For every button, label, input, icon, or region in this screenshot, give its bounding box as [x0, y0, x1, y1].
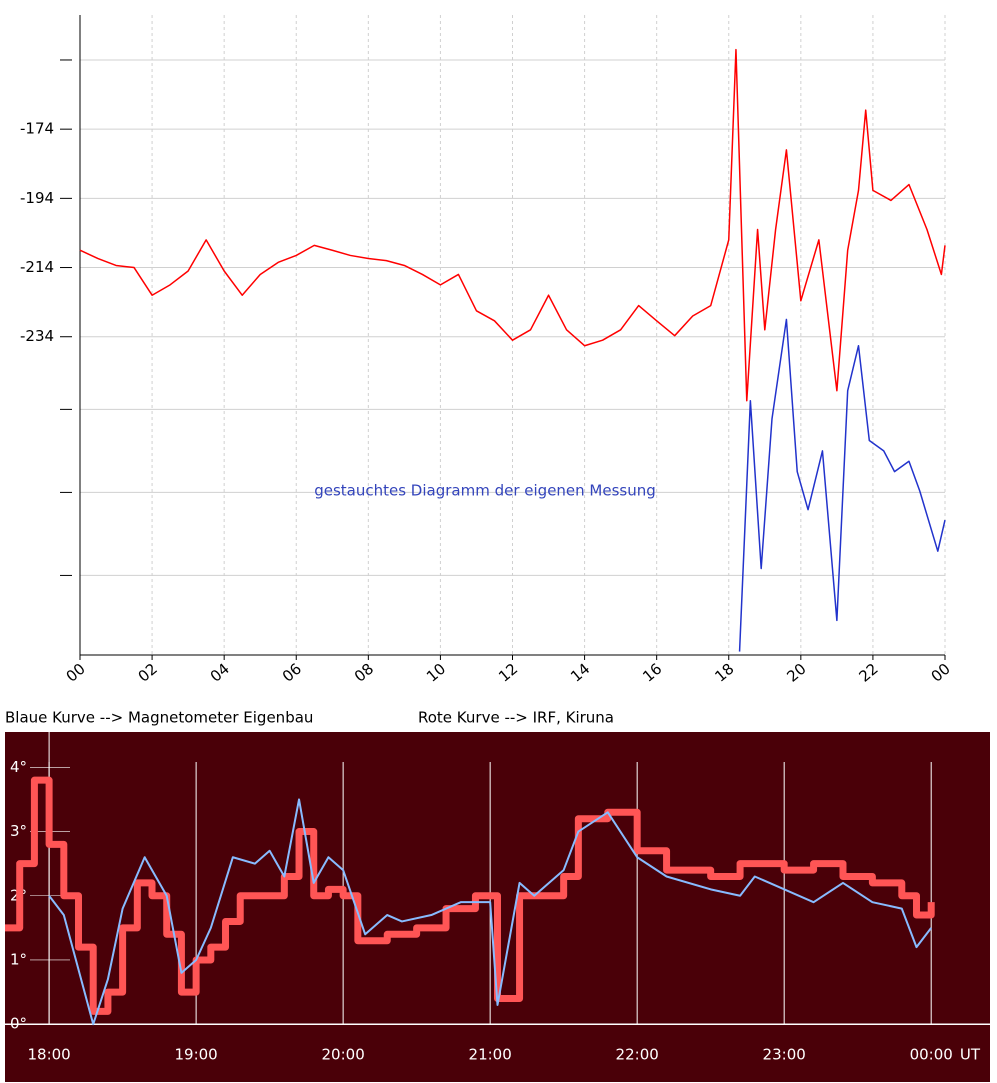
series-line	[48, 798, 932, 1026]
x-tick-label: 00	[928, 660, 954, 686]
y-tick-label: 4°	[10, 758, 27, 776]
series-line	[79, 48, 946, 402]
x-tick-label: 23:00	[763, 1046, 806, 1064]
x-tick-label: 12	[495, 660, 521, 686]
y-tick-label: -194	[20, 189, 54, 207]
legend-label: Blaue Kurve --> Magnetometer Eigenbau	[5, 709, 313, 727]
y-tick-label: -234	[20, 327, 54, 345]
x-tick-label: 02	[135, 660, 161, 686]
x-tick-label: 20	[783, 660, 809, 686]
y-tick-label: -174	[20, 120, 54, 138]
x-tick-label: 20:00	[322, 1046, 365, 1064]
y-tick-label: -214	[20, 258, 54, 276]
x-axis-label: UT	[960, 1046, 981, 1064]
x-tick-label: 10	[423, 660, 449, 686]
y-tick-label: 1°	[10, 950, 27, 968]
x-tick-label: 18	[711, 660, 737, 686]
x-tick-label: 18:00	[27, 1046, 70, 1064]
series-line	[738, 318, 946, 652]
x-tick-label: 22:00	[616, 1046, 659, 1064]
x-tick-label: 00:00	[910, 1046, 953, 1064]
series-line	[5, 776, 935, 1015]
annotation: gestauchtes Diagramm der eigenen Messung	[314, 482, 656, 500]
x-tick-label: 08	[351, 660, 377, 686]
x-tick-label: 16	[639, 660, 665, 686]
x-tick-label: 06	[279, 660, 305, 686]
x-tick-label: 00	[63, 660, 89, 686]
x-tick-label: 22	[855, 660, 881, 686]
x-tick-label: 19:00	[175, 1046, 218, 1064]
x-tick-label: 21:00	[469, 1046, 512, 1064]
legend-label: Rote Kurve --> IRF, Kiruna	[418, 709, 614, 727]
x-tick-label: 04	[207, 660, 233, 686]
y-tick-label: 3°	[10, 822, 27, 840]
x-tick-label: 14	[567, 660, 593, 686]
